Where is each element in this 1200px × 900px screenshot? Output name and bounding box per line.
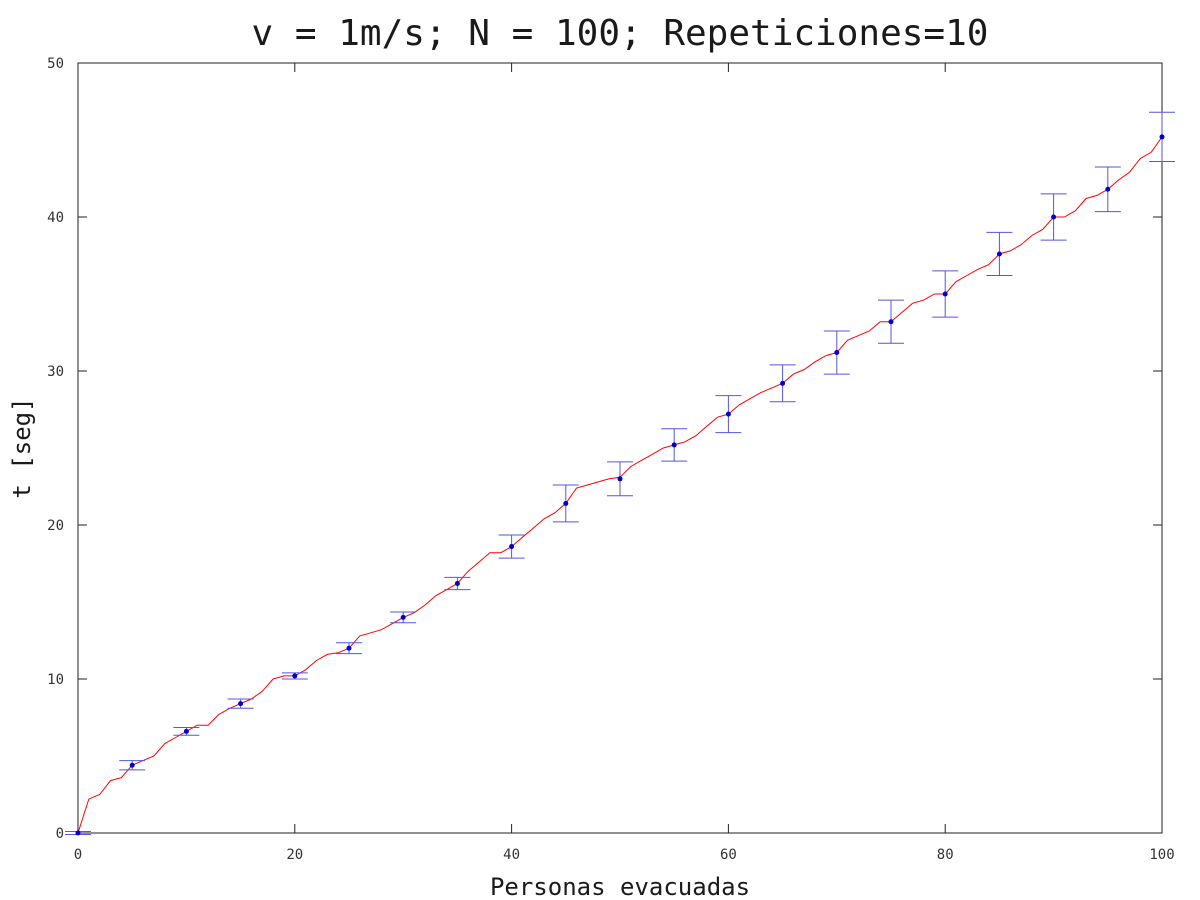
y-tick-label: 40 <box>47 210 64 226</box>
x-tick-label: 80 <box>937 847 954 863</box>
data-point <box>996 251 1002 257</box>
data-point <box>509 544 515 550</box>
data-point <box>1105 186 1111 192</box>
data-point <box>725 411 731 417</box>
data-point <box>238 701 244 707</box>
y-tick-label: 0 <box>56 826 64 842</box>
y-tick-label: 10 <box>47 672 64 688</box>
x-tick-label: 0 <box>74 847 82 863</box>
plot-frame <box>77 62 1163 834</box>
data-point <box>942 291 948 297</box>
data-point <box>454 581 460 587</box>
x-axis-label: Personas evacuadas <box>490 873 750 900</box>
data-point <box>346 645 352 651</box>
data-point <box>888 319 894 325</box>
chart-title: v = 1m/s; N = 100; Repeticiones=10 <box>252 13 989 54</box>
x-tick-label: 40 <box>503 847 520 863</box>
x-tick-label: 100 <box>1149 847 1174 863</box>
data-point <box>671 442 677 448</box>
y-axis-label: t [seg] <box>8 397 36 498</box>
data-point <box>834 350 840 356</box>
data-point <box>129 762 135 768</box>
data-point <box>780 380 786 386</box>
errorbar-series <box>65 111 1175 836</box>
data-point <box>292 673 298 679</box>
data-point <box>563 500 569 506</box>
data-point <box>1159 134 1165 140</box>
plot-border <box>77 62 1163 834</box>
data-point <box>617 476 623 482</box>
data-point <box>183 728 189 734</box>
y-tick-label: 20 <box>47 518 64 534</box>
data-point <box>75 830 81 836</box>
y-tick-label: 30 <box>47 364 64 380</box>
axis-ticks: 0 20 40 60 80 100 0 10 20 30 40 50 <box>47 56 1175 863</box>
y-tick-label: 50 <box>47 56 64 72</box>
x-tick-label: 20 <box>286 847 303 863</box>
x-tick-label: 60 <box>720 847 737 863</box>
data-point <box>1051 214 1057 220</box>
data-point <box>400 614 406 620</box>
